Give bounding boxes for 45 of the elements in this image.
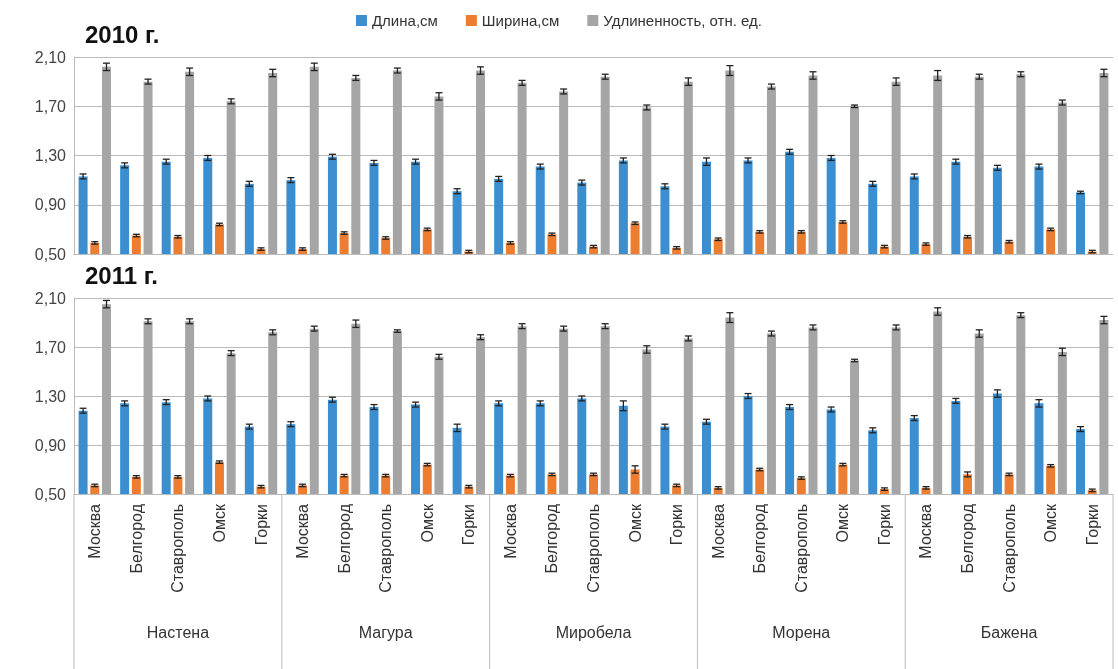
x-tick-label: Ставрополь [1000, 504, 1018, 593]
x-tick-label: Горки [1083, 504, 1101, 546]
chart-title: 2011 г. [85, 261, 158, 289]
y-tick-label: 2,10 [34, 289, 67, 307]
x-tick-label: Москва [86, 503, 104, 559]
y-tick-label: 0,50 [34, 485, 67, 503]
text: Миробела [555, 623, 632, 641]
x-tick-label: Ставрополь [377, 504, 395, 593]
x-tick-label: Омск [1042, 503, 1060, 543]
x-tick-label: Москва [709, 503, 727, 559]
text: Магура [358, 623, 413, 641]
x-tick-label: Москва [917, 503, 935, 559]
x-tick-label: Москва [294, 503, 312, 559]
x-tick-label: Москва [501, 503, 519, 559]
x-tick-label: Белгород [127, 503, 145, 574]
y-tick-label: 1,70 [34, 97, 67, 115]
y-tick-label: 0,90 [34, 436, 67, 454]
x-tick-label: Омск [418, 503, 436, 543]
y-tick-label: 0,50 [34, 245, 67, 263]
legend-label: Удлиненность, отн. ед. [603, 12, 763, 29]
x-tick-label: Горки [668, 504, 686, 546]
x-tick-label: Горки [875, 504, 893, 546]
x-tick-label: Горки [252, 504, 270, 546]
y-tick-label: 0,90 [34, 196, 67, 214]
y-tick-label: 1,70 [34, 338, 67, 356]
x-tick-label: Омск [626, 503, 644, 543]
text: Настена [146, 623, 210, 641]
legend-label: Длина,см [371, 12, 438, 29]
x-tick-label: Белгород [335, 503, 353, 574]
x-tick-label: Ставрополь [169, 504, 187, 593]
chart-title: 2010 г. [85, 20, 160, 48]
x-tick-label: Омск [210, 503, 228, 543]
x-tick-label: Белгород [959, 503, 977, 574]
x-tick-label: Ставрополь [585, 504, 602, 593]
text: Бажена [980, 623, 1038, 641]
x-tick-label: Белгород [543, 503, 561, 574]
x-tick-label: Омск [834, 503, 852, 543]
y-tick-label: 1,30 [34, 387, 67, 405]
x-tick-label: Горки [460, 504, 478, 546]
x-tick-label: Белгород [751, 503, 769, 574]
y-tick-label: 1,30 [34, 147, 67, 164]
y-tick-label: 2,10 [34, 48, 67, 66]
legend-label: Ширина,см [481, 12, 560, 29]
text: Морена [772, 623, 831, 641]
x-tick-label: Ставрополь [792, 504, 810, 593]
